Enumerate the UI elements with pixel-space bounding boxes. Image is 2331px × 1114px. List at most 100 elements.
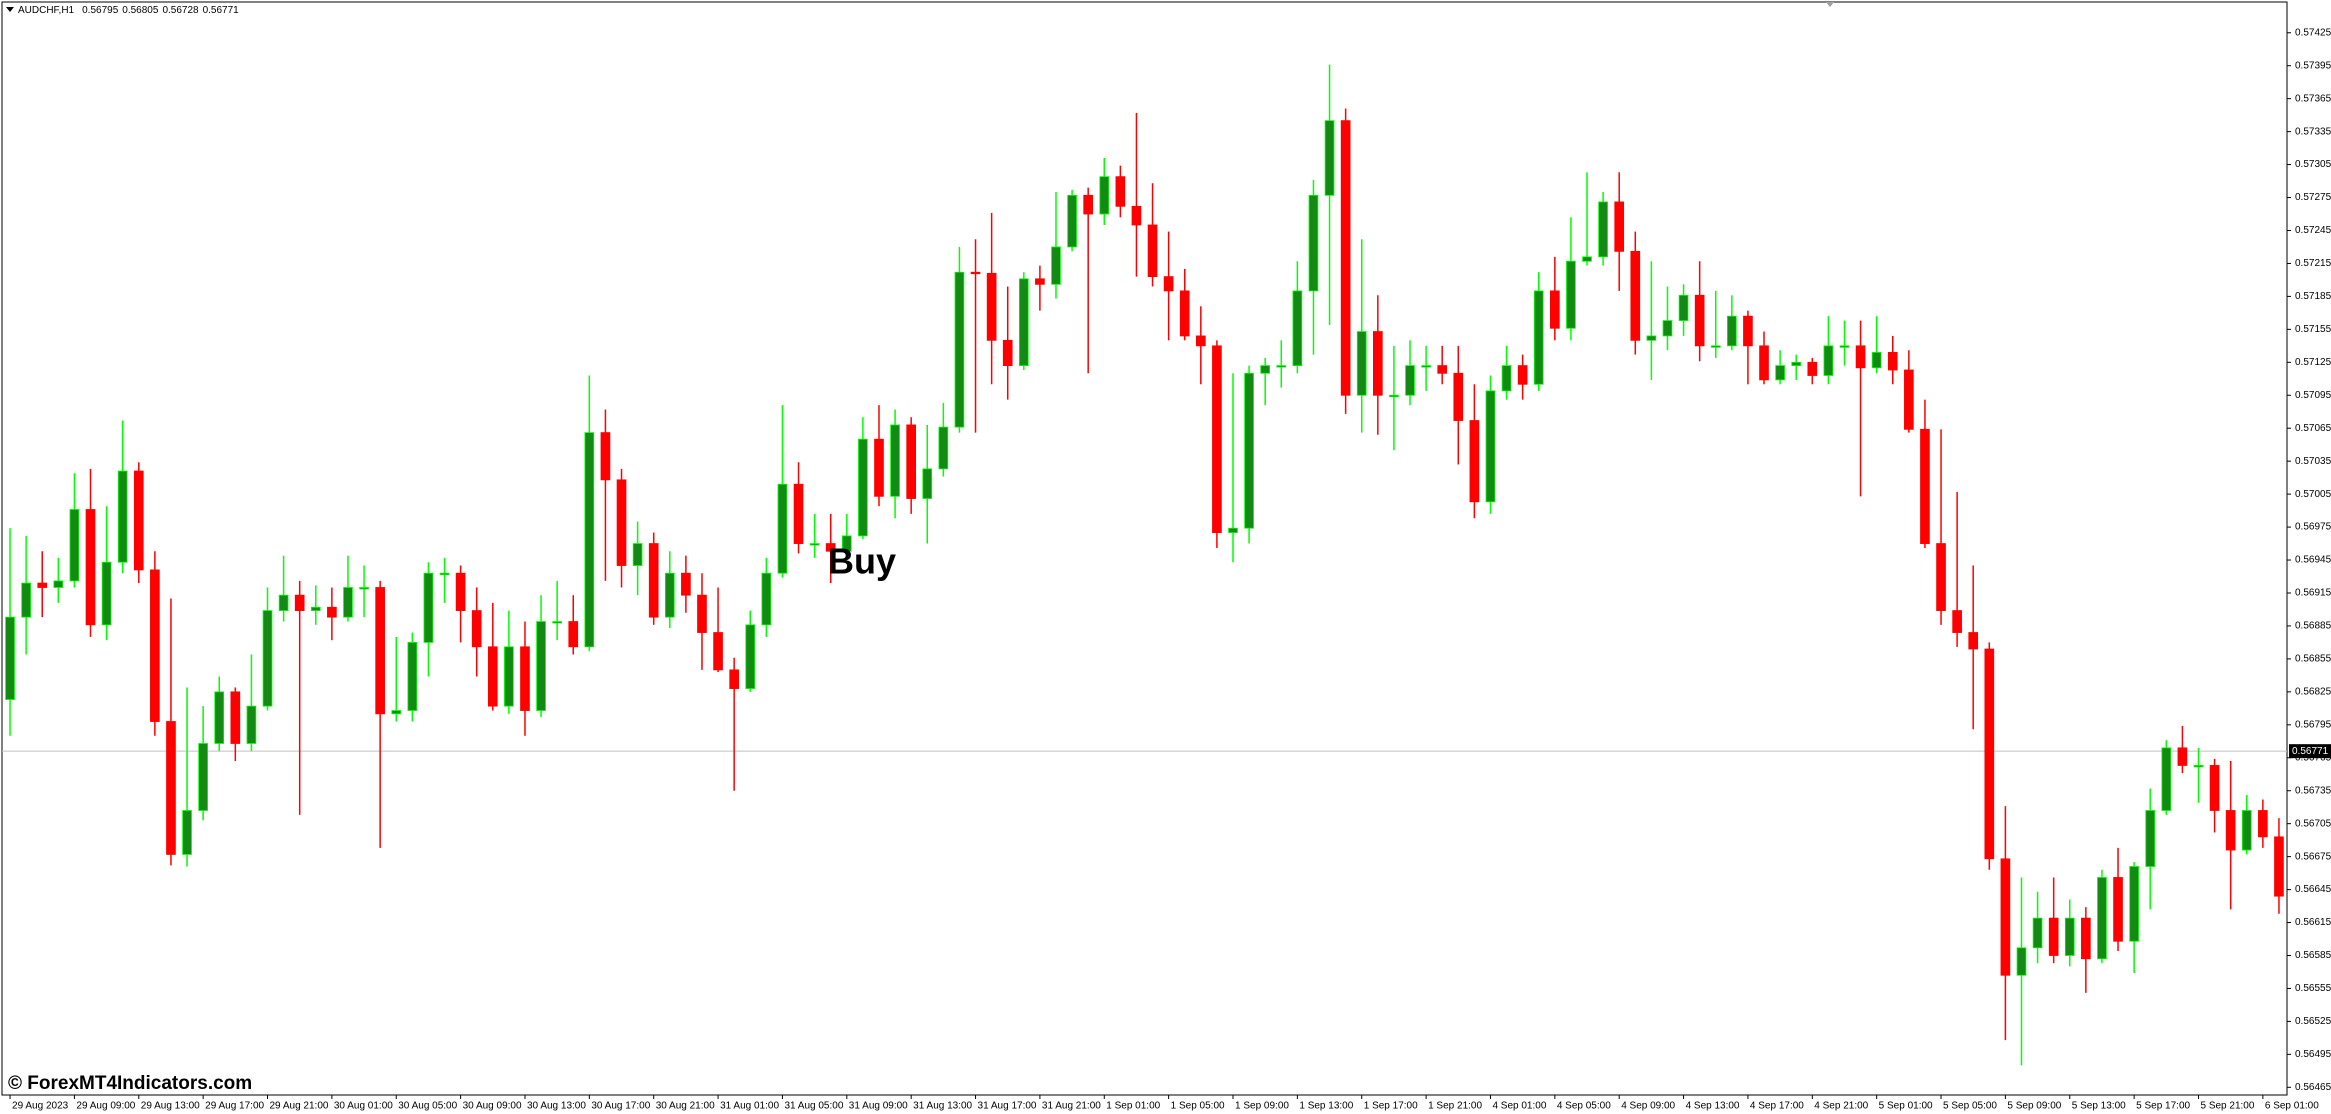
candle-body [423, 572, 434, 643]
candle-body [1710, 345, 1721, 348]
candle-body [1501, 365, 1512, 392]
candle-body [2048, 917, 2059, 956]
candle-body [1533, 290, 1544, 385]
candle-body [1437, 365, 1448, 374]
candle-body [1759, 345, 1769, 381]
x-tick-label: 30 Aug 17:00 [591, 1101, 650, 1112]
candle-body [1163, 276, 1174, 292]
candle-body [841, 535, 852, 552]
candle-body [1083, 194, 1094, 215]
candle-body [294, 594, 305, 611]
x-tick-label: 30 Aug 01:00 [334, 1101, 393, 1112]
candle-body [246, 705, 257, 744]
candle-body [133, 470, 144, 571]
candle-body [2193, 765, 2204, 768]
candle-body [1228, 527, 1238, 533]
bid-label: 0.56771 [2292, 746, 2329, 757]
candle-body [1405, 365, 1415, 396]
x-tick-label: 30 Aug 05:00 [398, 1101, 457, 1112]
y-tick-label: 0.56855 [2295, 654, 2331, 665]
y-tick-label: 0.57215 [2295, 258, 2331, 269]
candle-body [1839, 345, 1850, 348]
menu-arrow[interactable] [6, 7, 14, 12]
candle-body [359, 587, 369, 590]
x-tick-label: 30 Aug 09:00 [463, 1101, 522, 1112]
x-tick-label: 4 Sep 01:00 [1492, 1101, 1546, 1112]
candle-body [1936, 543, 1946, 611]
y-tick-label: 0.56615 [2295, 917, 2331, 928]
y-tick-label: 0.57365 [2295, 93, 2331, 104]
y-tick-label: 0.56495 [2295, 1049, 2331, 1060]
candle-body [1324, 120, 1335, 196]
candle-body [1244, 372, 1254, 529]
candle-body [697, 594, 707, 633]
candle-body [1002, 339, 1013, 367]
candle-body [455, 572, 466, 611]
candles [2, 64, 2287, 1066]
y-tick-label: 0.56915 [2295, 588, 2331, 599]
candle-body [150, 569, 160, 722]
x-tick-label: 29 Aug 21:00 [270, 1101, 329, 1112]
candle-body [970, 271, 981, 275]
candle-body [487, 646, 498, 707]
candle-body [2209, 765, 2220, 811]
y-tick-label: 0.56735 [2295, 785, 2331, 796]
x-tick-label: 1 Sep 01:00 [1106, 1101, 1160, 1112]
candle-body [1421, 365, 1431, 368]
candle-body [584, 432, 595, 648]
candle-body [2177, 747, 2188, 766]
candle-body [568, 621, 579, 648]
candle-body [1308, 194, 1319, 292]
candle-body [1067, 194, 1077, 248]
x-tick-label: 31 Aug 09:00 [849, 1101, 908, 1112]
candle-body [504, 646, 514, 707]
y-tick-label: 0.56645 [2295, 884, 2331, 895]
y-tick-label: 0.56945 [2295, 555, 2331, 566]
candle-body [1373, 331, 1383, 396]
candle-body [2064, 917, 2075, 956]
x-tick-label: 5 Sep 13:00 [2072, 1101, 2126, 1112]
candle-body [1179, 290, 1190, 337]
candle-body [1469, 420, 1480, 503]
candle-body [1646, 335, 1657, 341]
candle-body [906, 424, 916, 499]
candle-body [1051, 246, 1061, 285]
x-tick-label: 5 Sep 05:00 [1943, 1101, 1997, 1112]
candle-body [681, 572, 691, 596]
y-tick-label: 0.56585 [2295, 950, 2331, 961]
candle-body [1743, 315, 1753, 347]
candle-body [1678, 294, 1689, 321]
y-tick-label: 0.57005 [2295, 489, 2331, 500]
candle-body [1984, 648, 1995, 860]
x-tick-label: 29 Aug 13:00 [141, 1101, 200, 1112]
bid-label-box [2289, 744, 2331, 759]
x-tick-label: 1 Sep 09:00 [1235, 1101, 1289, 1112]
candle-body [2129, 866, 2139, 942]
candle-body [85, 509, 96, 626]
candle-body [1952, 610, 1962, 633]
x-tick-label: 30 Aug 21:00 [656, 1101, 715, 1112]
candle-body [2097, 877, 2107, 960]
candle-body [1260, 365, 1271, 374]
candle-body [69, 509, 80, 582]
header: AUDCHF,H1 0.56795 0.56805 0.56728 0.56771 [18, 5, 239, 16]
candle-body [1195, 335, 1206, 347]
header-open: 0.56795 [82, 5, 119, 16]
candle-body [777, 483, 788, 574]
y-tick-label: 0.56825 [2295, 686, 2331, 697]
candle-body [2241, 810, 2252, 851]
candle-body [375, 587, 385, 715]
x-tick-label: 29 Aug 09:00 [76, 1101, 135, 1112]
candle-body [600, 432, 611, 481]
y-tick-label: 0.57395 [2295, 60, 2331, 71]
x-tick-label: 4 Sep 13:00 [1686, 1101, 1740, 1112]
y-tick-label: 0.56675 [2295, 851, 2331, 862]
candle-body [262, 610, 273, 707]
candle-body [391, 710, 402, 715]
header-close: 0.56771 [203, 5, 240, 16]
x-tick-label: 5 Sep 01:00 [1879, 1101, 1933, 1112]
candle-body [5, 616, 15, 700]
y-tick-label: 0.56795 [2295, 719, 2331, 730]
candle-body [1614, 201, 1625, 252]
